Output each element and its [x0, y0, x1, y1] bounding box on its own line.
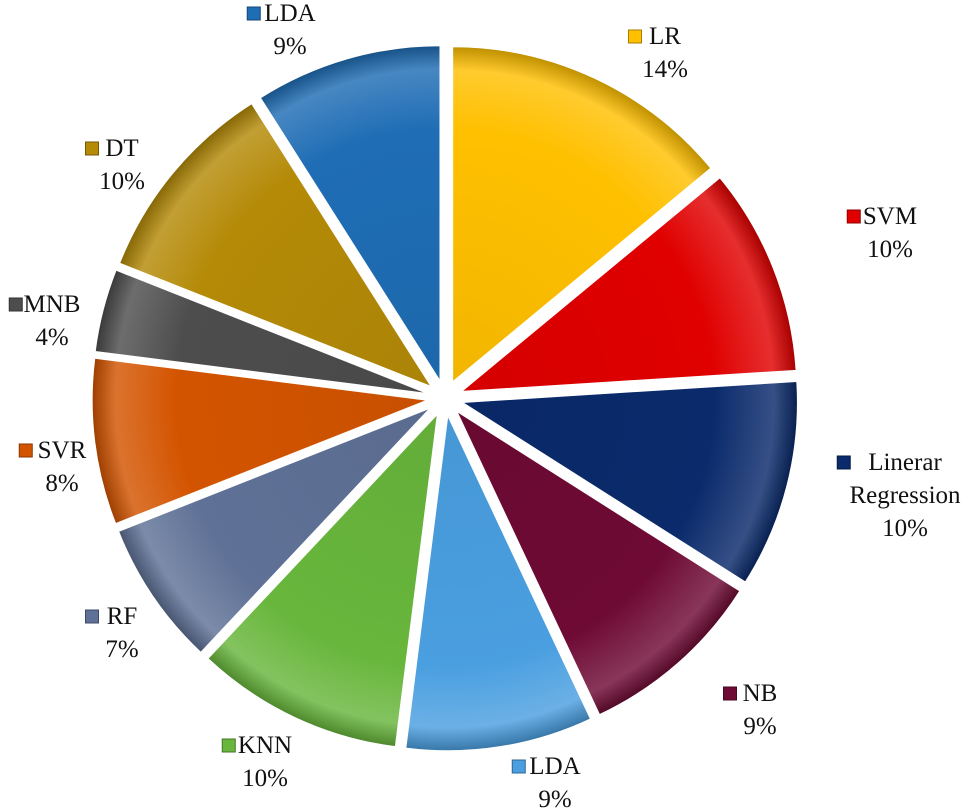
pie-slice-knn — [207, 412, 439, 748]
slice-category-label: LDA — [529, 753, 580, 780]
slice-category-label: Linerar — [868, 449, 942, 476]
slice-label-group: SVM 10% — [846, 203, 917, 263]
slice-category-label: MNB — [24, 291, 81, 318]
slice-label-group: MNB 4% — [8, 291, 81, 351]
slice-value-label: 10% — [242, 765, 288, 792]
pie-slice-svr — [91, 357, 428, 525]
pie-slice-svm — [460, 177, 797, 392]
slice-label-group: LDA 9% — [511, 753, 581, 812]
pie-slice-lda — [405, 414, 592, 752]
slice-category-label: DT — [105, 135, 138, 162]
slice-category-label: SVM — [863, 203, 917, 230]
pie-slice-lr — [452, 46, 712, 383]
slice-label-group: LR 14% — [628, 23, 688, 83]
labels-layer: LR 14% SVM 10% Linerar Regression 10% NB 9% LDA 9%… — [8, 0, 961, 812]
pie-slice-linerar-regression — [460, 380, 798, 583]
slice-category-label: Regression — [849, 482, 961, 509]
slice-value-label: 4% — [35, 324, 68, 351]
slice-label-group: Linerar Regression 10% — [836, 449, 961, 542]
slice-value-label: 10% — [99, 168, 145, 195]
slice-value-label: 10% — [882, 515, 928, 542]
pie-slice-mnb — [94, 269, 428, 395]
pie-slice-nb — [455, 410, 741, 716]
slice-label-group: KNN 10% — [221, 732, 292, 792]
slice-value-label: 8% — [45, 470, 78, 497]
legend-marker-icon — [846, 209, 861, 224]
pie-slice-lda — [259, 45, 441, 383]
legend-marker-icon — [836, 455, 851, 470]
slice-label-group: DT 10% — [85, 135, 145, 195]
legend-marker-icon — [85, 141, 99, 156]
slice-value-label: 7% — [105, 636, 138, 663]
slice-label-group: LDA 9% — [246, 0, 316, 60]
slice-label-group: NB 9% — [723, 680, 778, 740]
slices-layer — [91, 45, 798, 752]
slice-category-label: SVR — [38, 437, 87, 464]
legend-marker-icon — [85, 609, 99, 624]
slice-category-label: KNN — [238, 732, 292, 759]
slice-category-label: RF — [107, 603, 138, 630]
slice-value-label: 10% — [867, 236, 913, 263]
slice-category-label: LR — [649, 23, 681, 50]
slice-value-label: 9% — [273, 33, 306, 60]
slice-category-label: LDA — [264, 0, 315, 27]
legend-marker-icon — [246, 6, 261, 21]
slice-label-group: SVR 8% — [18, 437, 87, 497]
legend-marker-icon — [511, 759, 526, 774]
slice-value-label: 14% — [642, 56, 688, 83]
slice-value-label: 9% — [743, 713, 776, 740]
pie-slice-rf — [117, 407, 431, 654]
legend-marker-icon — [221, 738, 236, 753]
slice-value-label: 9% — [538, 786, 571, 812]
slice-label-group: RF 7% — [85, 603, 139, 663]
legend-marker-icon — [8, 297, 23, 312]
legend-marker-icon — [723, 686, 737, 701]
slice-category-label: NB — [743, 680, 778, 707]
pie-slice-dt — [119, 102, 433, 388]
legend-marker-icon — [628, 29, 642, 44]
legend-marker-icon — [18, 443, 33, 458]
